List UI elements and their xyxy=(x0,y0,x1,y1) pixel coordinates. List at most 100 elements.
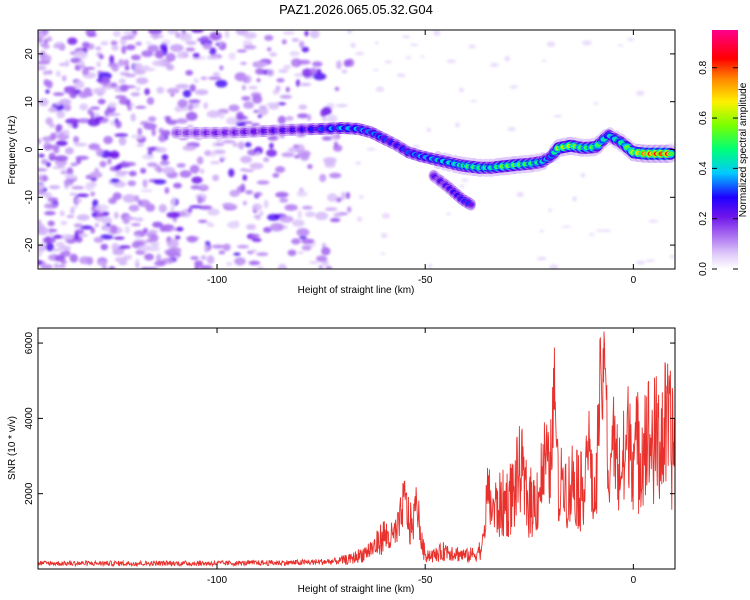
noise-blob xyxy=(248,85,258,90)
noise-blob xyxy=(48,107,58,113)
noise-blob xyxy=(105,153,120,157)
noise-blob xyxy=(275,85,281,92)
noise-blob xyxy=(130,54,141,61)
y-tick-label: 6000 xyxy=(24,332,35,355)
noise-blob xyxy=(73,50,88,60)
spectrogram-data xyxy=(38,30,675,269)
noise-blob xyxy=(135,234,140,239)
noise-blob xyxy=(251,238,262,242)
noise-blob xyxy=(142,179,148,188)
noise-blob xyxy=(38,98,49,107)
noise-blob xyxy=(238,141,245,150)
noise-blob xyxy=(147,44,159,52)
noise-blob xyxy=(46,70,53,75)
noise-blob xyxy=(170,206,175,212)
noise-blob xyxy=(306,114,312,121)
noise-blob xyxy=(255,214,261,221)
noise-blob xyxy=(122,161,136,167)
noise-blob xyxy=(222,139,235,144)
noise-blob xyxy=(355,51,365,56)
noise-blob xyxy=(161,154,169,161)
noise-blob xyxy=(176,163,186,168)
snr-line xyxy=(38,331,675,568)
noise-blob xyxy=(209,161,221,165)
noise-blob xyxy=(375,86,385,93)
noise-blob xyxy=(174,105,182,113)
noise-blob xyxy=(206,255,215,265)
noise-blob xyxy=(60,170,68,175)
noise-blob xyxy=(188,99,201,104)
noise-blob xyxy=(38,60,51,65)
noise-blob xyxy=(549,264,559,269)
noise-blob xyxy=(103,136,113,145)
noise-blob xyxy=(589,233,595,236)
noise-blob xyxy=(255,151,260,157)
noise-blob xyxy=(130,113,136,122)
noise-blob xyxy=(366,147,376,151)
noise-blob xyxy=(135,105,147,109)
noise-blob xyxy=(138,199,151,208)
noise-blob xyxy=(53,43,65,49)
noise-blob xyxy=(350,44,357,48)
noise-blob xyxy=(152,60,165,67)
noise-blob xyxy=(182,145,197,151)
noise-blob xyxy=(212,174,220,181)
spectrogram-ylabel: Frequency (Hz) xyxy=(7,116,18,185)
noise-blob xyxy=(114,257,128,263)
noise-blob xyxy=(209,47,217,56)
noise-blob xyxy=(209,31,222,41)
noise-blob xyxy=(299,40,305,49)
noise-blob xyxy=(119,84,129,92)
noise-blob xyxy=(75,198,82,204)
noise-blob xyxy=(169,247,182,254)
noise-blob xyxy=(118,245,131,249)
noise-blob xyxy=(446,59,457,64)
noise-blob xyxy=(170,93,175,97)
noise-blob xyxy=(40,264,53,269)
noise-blob xyxy=(95,46,102,51)
noise-blob xyxy=(263,199,269,209)
noise-blob xyxy=(81,68,89,76)
x-tick-label: 0 xyxy=(631,275,637,286)
noise-blob xyxy=(356,216,363,222)
noise-blob xyxy=(617,44,624,47)
noise-blob xyxy=(222,243,231,251)
noise-blob xyxy=(167,30,178,35)
noise-blob xyxy=(52,166,66,169)
noise-blob xyxy=(241,85,246,91)
noise-blob xyxy=(263,226,272,233)
noise-blob xyxy=(266,69,275,77)
noise-blob xyxy=(136,77,149,85)
noise-blob xyxy=(190,256,199,260)
noise-blob xyxy=(133,69,146,75)
noise-blob xyxy=(320,108,327,118)
y-tick-label: 10 xyxy=(24,96,35,108)
noise-blob xyxy=(73,204,79,209)
noise-blob xyxy=(210,150,217,157)
noise-blob xyxy=(124,59,129,67)
noise-blob xyxy=(135,41,142,46)
noise-blob xyxy=(143,122,157,130)
noise-blob xyxy=(91,212,97,217)
noise-blob xyxy=(269,142,274,149)
noise-blob xyxy=(553,114,562,118)
noise-blob xyxy=(219,65,224,71)
noise-blob xyxy=(397,73,406,78)
noise-blob xyxy=(73,223,83,228)
noise-blob xyxy=(291,58,302,68)
snr-ticks: -100 -50 0 2000 4000 6000 xyxy=(24,328,675,586)
noise-blob xyxy=(141,50,154,58)
noise-blob xyxy=(225,116,240,125)
noise-blob xyxy=(190,185,201,190)
noise-blob xyxy=(54,102,61,106)
noise-blob xyxy=(289,51,300,57)
noise-blob xyxy=(52,92,65,96)
noise-blob xyxy=(121,45,127,54)
noise-blob xyxy=(63,104,72,112)
noise-blob xyxy=(158,134,167,143)
noise-blob xyxy=(109,55,115,64)
noise-blob xyxy=(278,69,289,73)
noise-blob xyxy=(240,168,247,172)
noise-blob xyxy=(56,110,65,119)
noise-blob xyxy=(229,189,240,197)
